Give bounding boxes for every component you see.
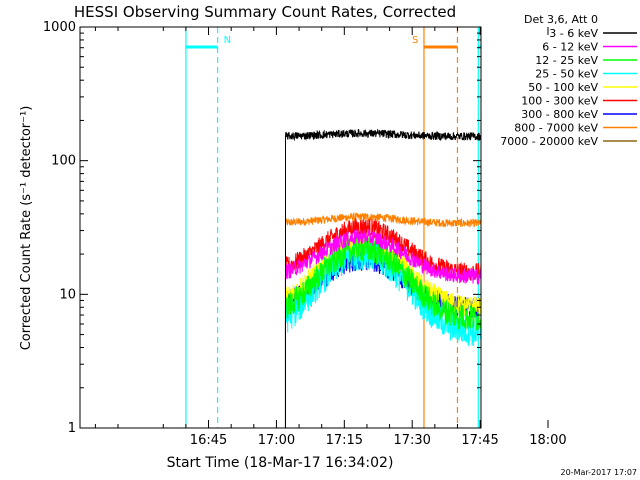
x-tick-label: 17:00	[258, 433, 295, 448]
series-layer	[284, 128, 481, 428]
x-tick-label: 17:30	[393, 433, 430, 448]
interval-label: N	[224, 35, 231, 46]
legend-header: Det 3,6, Att 0	[524, 13, 598, 26]
x-tick-label: 18:00	[529, 433, 566, 448]
y-tick-label: 10	[59, 287, 76, 302]
series-line-0	[285, 128, 481, 142]
legend-label: 7000 - 20000 keV	[500, 135, 598, 148]
y-axis-label: Corrected Count Rate (s⁻¹ detector⁻¹)	[19, 106, 34, 351]
y-tick-label: 1000	[43, 20, 76, 35]
x-tick-label: 17:45	[461, 433, 498, 448]
series-line-7	[285, 212, 481, 228]
y-tick-label: 1	[68, 421, 76, 436]
legend-label: 6 - 12 keV	[542, 41, 598, 54]
legend-label: 300 - 800 keV	[521, 108, 598, 121]
series-line-1	[285, 229, 481, 285]
legend-label: 50 - 100 keV	[528, 81, 598, 94]
series-line-2	[285, 235, 481, 333]
legend-label: 3 - 6 keV	[549, 27, 598, 40]
plot-frame	[79, 26, 482, 429]
x-axis: 16:45 17:00 17:15 17:30 17:45 18:00	[94, 27, 567, 448]
interval-label: S	[412, 35, 418, 46]
legend-label: 100 - 300 keV	[521, 95, 598, 108]
chart-title: HESSI Observing Summary Count Rates, Cor…	[74, 3, 456, 21]
legend-label: 800 - 7000 keV	[514, 122, 598, 135]
legend-label: 12 - 25 keV	[535, 54, 598, 67]
legend-label: 25 - 50 keV	[535, 68, 598, 81]
x-axis-label: Start Time (18-Mar-17 16:34:02)	[167, 455, 394, 471]
footer-timestamp: 20-Mar-2017 17:07	[561, 468, 638, 477]
x-tick-label: 17:15	[326, 433, 363, 448]
y-axis: 1 10 100 1000	[43, 20, 481, 436]
x-tick-label: 16:45	[190, 433, 227, 448]
y-tick-label: 100	[51, 154, 76, 169]
